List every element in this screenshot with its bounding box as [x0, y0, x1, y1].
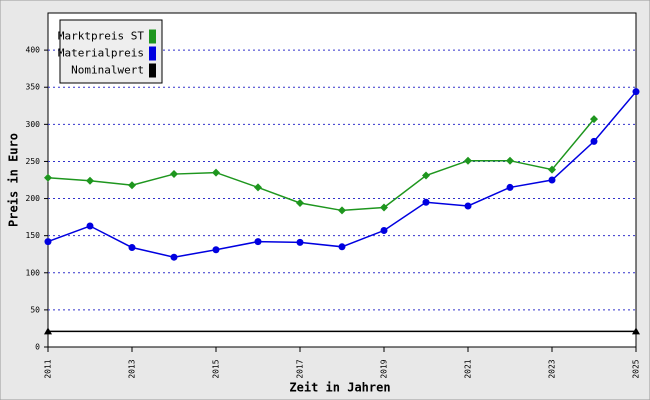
point [86, 222, 94, 230]
legend-label: Materialpreis [58, 47, 144, 60]
x-tick-label: 2021 [464, 359, 473, 378]
point [170, 170, 178, 179]
y-tick-label: 300 [26, 120, 41, 129]
y-tick-label: 200 [26, 194, 41, 203]
point [212, 246, 220, 254]
point [44, 327, 52, 335]
y-tick-label: 350 [26, 83, 41, 92]
point [632, 88, 640, 96]
legend-swatch [149, 63, 156, 78]
y-axis-title: Preis in Euro [7, 133, 21, 227]
point [464, 202, 472, 210]
x-tick-label: 2013 [128, 359, 137, 378]
y-tick-label: 400 [26, 46, 41, 55]
point [506, 183, 514, 191]
x-tick-label: 2019 [380, 359, 389, 378]
legend-box [59, 19, 163, 84]
point [464, 156, 472, 165]
x-tick-label: 2015 [212, 359, 221, 378]
point [338, 206, 346, 215]
x-tick-label: 2025 [632, 359, 641, 378]
point [548, 176, 556, 184]
point [296, 238, 304, 246]
point [422, 198, 430, 206]
point [380, 203, 388, 212]
point [296, 199, 304, 208]
point [128, 244, 136, 252]
point [86, 176, 94, 185]
point [254, 238, 262, 246]
legend-label: Nominalwert [71, 64, 144, 77]
point [590, 137, 598, 145]
point [254, 183, 262, 192]
point [338, 243, 346, 251]
x-axis-title: Zeit in Jahren [289, 381, 390, 395]
point [590, 115, 598, 124]
point [422, 171, 430, 180]
point [44, 173, 52, 182]
x-tick-label: 2011 [44, 359, 53, 378]
point [44, 238, 52, 246]
legend-swatch [149, 29, 156, 44]
point [128, 181, 136, 190]
legend-swatch [149, 46, 156, 61]
y-tick-label: 250 [26, 157, 41, 166]
point [380, 226, 388, 234]
legend-label: Marktpreis ST [58, 30, 144, 43]
y-tick-label: 50 [30, 305, 40, 314]
point [506, 156, 514, 165]
point [212, 168, 220, 177]
point [548, 165, 556, 174]
point [170, 253, 178, 261]
y-tick-label: 150 [26, 231, 41, 240]
point [632, 327, 640, 335]
y-tick-label: 100 [26, 268, 41, 277]
x-tick-label: 2023 [548, 359, 557, 378]
series-line [47, 118, 595, 212]
y-tick-label: 0 [35, 343, 40, 352]
x-tick-label: 2017 [296, 359, 305, 378]
